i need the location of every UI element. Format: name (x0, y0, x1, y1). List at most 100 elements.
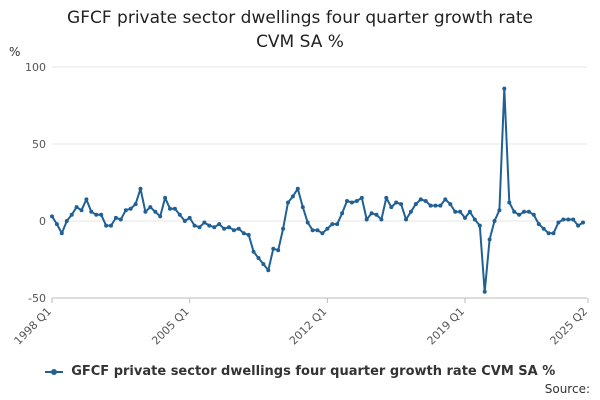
data-point (497, 208, 502, 213)
x-tick-label: 2012 Q1 (287, 305, 330, 348)
data-point (133, 202, 138, 207)
data-point (148, 205, 153, 210)
y-tick-label: 100 (25, 61, 46, 74)
data-point (64, 219, 69, 223)
grid-lines (52, 66, 587, 299)
legend[interactable]: GFCF private sector dwellings four quart… (0, 364, 600, 379)
data-point (187, 215, 192, 220)
data-point (522, 209, 526, 214)
data-point (418, 197, 423, 202)
data-point (79, 208, 84, 213)
data-point (512, 209, 517, 214)
data-point (305, 220, 310, 225)
data-point (433, 203, 438, 208)
data-point (177, 212, 182, 217)
data-point (276, 248, 281, 253)
data-point (310, 228, 315, 233)
data-point (384, 195, 389, 200)
data-point (502, 86, 507, 91)
x-tick-label: 1998 Q1 (12, 305, 55, 348)
data-point (541, 226, 546, 231)
data-point (335, 222, 340, 227)
data-point (556, 220, 561, 225)
data-point (320, 231, 325, 236)
data-point (507, 200, 512, 205)
x-tick-label: 2019 Q1 (425, 305, 468, 348)
data-point (551, 231, 556, 236)
data-point (467, 209, 472, 214)
data-point (163, 195, 168, 200)
data-point (69, 212, 74, 217)
data-point (231, 228, 236, 233)
data-point (104, 223, 109, 228)
data-point (246, 232, 251, 237)
data-point (59, 231, 64, 236)
data-point (571, 217, 576, 222)
data-point (192, 223, 197, 228)
chart-title: GFCF private sector dwellings four quart… (0, 6, 600, 54)
data-point (261, 262, 266, 267)
data-point (236, 226, 241, 231)
data-point (300, 205, 305, 210)
data-point (443, 197, 448, 202)
data-point (325, 226, 330, 231)
data-point (54, 222, 59, 227)
data-point (581, 220, 585, 225)
data-point (477, 223, 482, 228)
data-point (482, 289, 487, 294)
data-point (472, 217, 477, 222)
chart-title-line-1: GFCF private sector dwellings four quart… (67, 8, 533, 28)
data-point (143, 209, 148, 214)
data-point (128, 206, 133, 211)
data-point (526, 209, 531, 214)
data-point (463, 215, 467, 220)
data-point (487, 237, 492, 242)
y-axis-ticks: -50 0 50 100 (25, 61, 46, 305)
data-point (182, 219, 187, 223)
data-point (251, 249, 256, 254)
data-point (394, 200, 399, 205)
data-point (212, 225, 217, 230)
data-point (281, 226, 286, 231)
data-point (202, 220, 207, 225)
data-point (438, 203, 443, 208)
data-point (113, 215, 118, 220)
data-point (271, 246, 276, 251)
data-point (50, 214, 54, 219)
data-point (227, 225, 231, 230)
y-tick-label: 0 (39, 215, 46, 228)
data-point (404, 217, 408, 222)
data-point (222, 226, 227, 231)
data-point (295, 186, 300, 191)
data-point (369, 211, 374, 216)
data-point (266, 268, 271, 273)
y-tick-label: 50 (32, 138, 46, 151)
data-point (118, 217, 123, 222)
data-point (389, 205, 394, 210)
data-point (256, 256, 261, 260)
data-point (458, 209, 463, 214)
data-point (566, 217, 571, 222)
chart-title-line-2: CVM SA % (256, 32, 344, 52)
data-point (453, 209, 458, 214)
data-point (413, 202, 418, 207)
x-tick-label: 2025 Q2 (548, 305, 591, 348)
data-point (330, 222, 335, 227)
data-point (517, 212, 522, 217)
data-point (492, 219, 497, 223)
data-point (217, 222, 222, 227)
data-point (546, 231, 551, 236)
series-line (51, 87, 584, 293)
data-point (241, 231, 246, 236)
data-point (354, 199, 359, 203)
data-point (340, 211, 345, 216)
data-point (374, 212, 379, 217)
data-point (172, 206, 177, 211)
data-point (561, 217, 566, 222)
data-point (408, 209, 413, 214)
x-tick-label: 2005 Q1 (149, 305, 192, 348)
y-tick-label: -50 (28, 292, 46, 305)
data-point (153, 209, 158, 214)
series-group (50, 86, 585, 294)
